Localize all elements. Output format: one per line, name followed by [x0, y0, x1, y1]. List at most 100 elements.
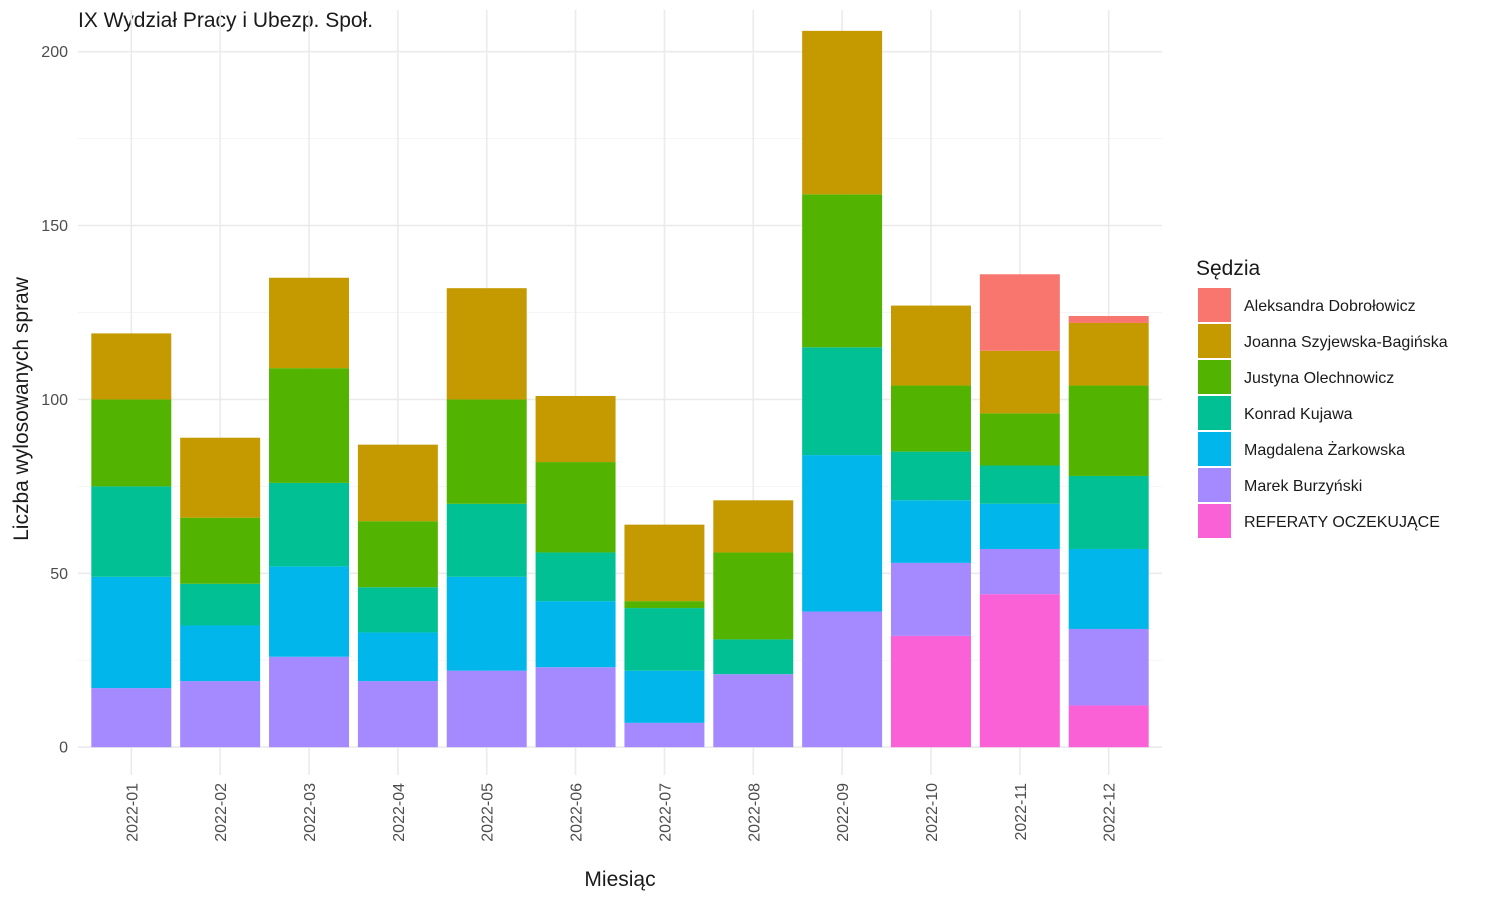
bar-segment [802, 455, 883, 612]
bar-segment [713, 500, 794, 553]
x-tick-label: 2022-10 [924, 783, 941, 842]
x-tick-label: 2022-01 [124, 783, 141, 842]
bar-segment [624, 601, 705, 609]
bar-segment [91, 576, 172, 689]
y-axis-title: Liczba wylosowanych spraw [10, 276, 33, 541]
bar-segment [891, 305, 971, 386]
bar-segment [1068, 705, 1149, 748]
bar-segment [802, 194, 883, 348]
x-tick-label: 2022-09 [835, 783, 852, 842]
y-tick-label: 150 [41, 218, 68, 235]
bar-segment [979, 548, 1060, 595]
legend-label: Magdalena Żarkowska [1244, 440, 1405, 459]
bars [91, 30, 1149, 748]
bar-segment [624, 670, 705, 723]
x-tick-label: 2022-04 [391, 783, 408, 842]
bar-segment [624, 722, 705, 748]
bar-segment [269, 566, 349, 657]
legend-label: Marek Burzyński [1244, 478, 1362, 495]
legend-swatch [1198, 288, 1231, 322]
x-tick-label: 2022-12 [1102, 783, 1119, 842]
legend-label: Aleksandra Dobrołowicz [1244, 298, 1416, 315]
legend-swatch [1198, 360, 1231, 394]
bar-segment [713, 552, 794, 640]
legend-label: Joanna Szyjewska-Bagińska [1244, 334, 1448, 351]
x-axis-title: Miesiąc [584, 868, 655, 891]
bar-segment [1068, 385, 1149, 476]
bar-segment [91, 688, 172, 748]
legend-swatch [1198, 324, 1231, 358]
bar-segment [269, 368, 349, 483]
bar-segment [891, 635, 971, 748]
bar-segment [180, 625, 261, 682]
bar-segment [91, 333, 172, 400]
legend-label: Konrad Kujawa [1244, 406, 1353, 423]
bar-segment [446, 288, 527, 400]
bar-segment [446, 503, 527, 577]
bar-segment [713, 674, 794, 748]
bar-segment [979, 503, 1060, 549]
x-tick-label: 2022-06 [569, 783, 586, 842]
bar-segment [979, 465, 1060, 504]
bar-segment [1068, 628, 1149, 706]
bar-segment [1068, 322, 1149, 386]
bar-segment [802, 611, 883, 748]
bar-segment [357, 521, 438, 588]
bar-segment [891, 500, 971, 563]
legend-swatch [1198, 432, 1231, 466]
x-tick-label: 2022-07 [657, 783, 674, 842]
bar-segment [357, 444, 438, 522]
bar-segment [269, 482, 349, 567]
x-tick-label: 2022-08 [746, 783, 763, 842]
x-tick-labels: 2022-01 2022-02 2022-03 2022-04 2022-05 2022-… [124, 783, 1118, 842]
bar-segment [357, 681, 438, 748]
y-tick-labels: 0 50 100 150 200 [41, 44, 68, 756]
bar-segment [180, 437, 261, 518]
bar-segment [357, 632, 438, 682]
bar-segment [269, 656, 349, 748]
bar-segment [446, 670, 527, 748]
legend: Sędzia Aleksandra Dobrołowicz Joanna Szyj… [1196, 257, 1448, 538]
legend-label: REFERATY OCZEKUJĄCE [1244, 514, 1440, 531]
bar-segment [1068, 548, 1149, 629]
bar-segment [446, 576, 527, 671]
legend-swatch [1198, 504, 1231, 538]
bar-segment [891, 385, 971, 452]
y-tick-label: 100 [41, 392, 68, 409]
bar-segment [624, 524, 705, 602]
legend-swatch [1198, 396, 1231, 430]
bar-segment [891, 562, 971, 636]
bar-segment [802, 347, 883, 456]
legend-swatch [1198, 468, 1231, 502]
bar-segment [1068, 475, 1149, 549]
bar-segment [979, 274, 1060, 351]
bar-segment [180, 517, 261, 584]
bar-segment [535, 552, 616, 602]
x-tick-label: 2022-11 [1013, 783, 1030, 841]
bar-segment [624, 608, 705, 671]
x-tick-label: 2022-05 [480, 783, 497, 842]
bar-segment [357, 587, 438, 633]
x-tick-label: 2022-03 [302, 783, 319, 842]
bar-segment [180, 681, 261, 748]
bar-segment [269, 277, 349, 369]
bar-segment [535, 667, 616, 748]
bar-segment [535, 601, 616, 668]
bar-segment [446, 399, 527, 504]
bar-segment [802, 30, 883, 195]
x-tick-label: 2022-02 [213, 783, 230, 842]
bar-segment [891, 451, 971, 501]
bar-segment [180, 583, 261, 626]
y-tick-label: 0 [59, 740, 68, 757]
y-tick-label: 200 [41, 44, 68, 61]
bar-segment [979, 413, 1060, 466]
bar-segment [713, 639, 794, 675]
bar-segment [535, 462, 616, 553]
bar-segment [979, 594, 1060, 748]
y-tick-label: 50 [50, 566, 68, 583]
bar-segment [1068, 316, 1149, 323]
bar-segment [91, 399, 172, 487]
bar-segment [91, 486, 172, 577]
